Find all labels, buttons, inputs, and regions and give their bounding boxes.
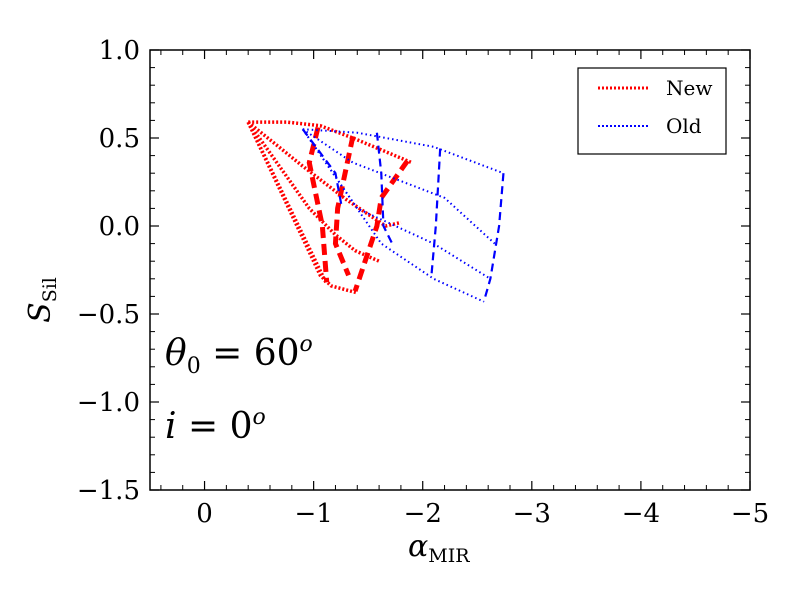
x-tick-label: −5: [731, 499, 769, 529]
series-new-dotted-line: [246, 121, 380, 263]
series-old-dashed-line: [375, 132, 394, 245]
y-tick-label: 0.0: [99, 212, 140, 242]
x-tick-label: 0: [196, 499, 213, 529]
series-old-dotted-line: [302, 128, 504, 175]
series-old-dotted-line: [302, 128, 496, 245]
x-tick-label: −1: [294, 499, 332, 529]
x-tick-label: −3: [513, 499, 551, 529]
y-tick-label: 1.0: [99, 36, 140, 66]
series-new-dashed-line: [332, 135, 356, 277]
series-new-dotted-line: [248, 120, 413, 165]
axis-ticks: [150, 49, 751, 491]
legend-label-new: New: [666, 76, 712, 100]
annotation-theta: θ0 = 60o: [165, 332, 313, 379]
series-new-dotted-line: [247, 120, 402, 228]
series-old-dashed-line: [482, 173, 505, 302]
plot-lines: [246, 120, 505, 303]
legend-box: [577, 67, 727, 155]
x-tick-label: −4: [622, 499, 660, 529]
y-tick-label: 0.5: [99, 124, 140, 154]
legend: New Old: [577, 67, 727, 155]
annotation-inclination: i = 0o: [165, 405, 266, 447]
series-new-dotted-line: [246, 121, 358, 295]
legend-label-old: Old: [666, 114, 702, 138]
series-new-dashed-line: [352, 159, 410, 292]
x-tick-label: −2: [404, 499, 442, 529]
series-old-dashed-line: [430, 148, 442, 276]
x-axis-label: αMIR: [408, 529, 470, 567]
y-tick-label: −1.5: [77, 476, 140, 506]
y-tick-label: −0.5: [77, 300, 140, 330]
y-axis-label: SSil: [23, 277, 61, 323]
series-new-dotted-line: [246, 121, 329, 285]
series-old-dotted-line: [301, 128, 491, 280]
series-old-dashed-line: [301, 128, 344, 209]
plot-frame: [149, 49, 751, 491]
axis-tick-labels: 0 −1 −2 −3 −4 −5 1.0 0.5 0.0 −0.5 −1.0 −1.5: [77, 36, 769, 529]
y-tick-label: −1.0: [77, 388, 140, 418]
series-old-dotted-line: [301, 128, 485, 303]
